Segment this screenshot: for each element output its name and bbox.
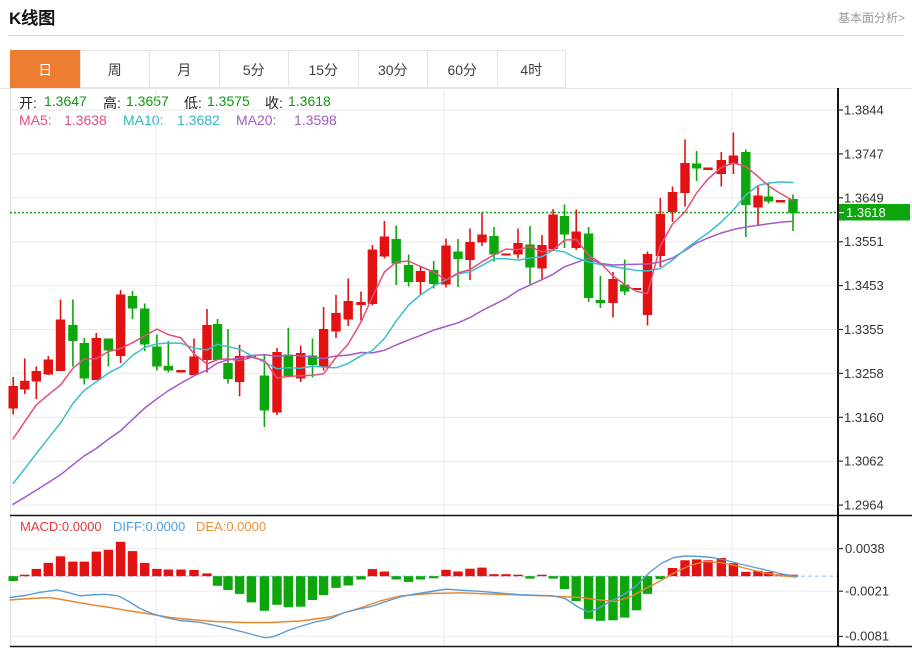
svg-text:DIFF:0.0000: DIFF:0.0000 — [113, 519, 185, 534]
svg-text:1.3551: 1.3551 — [844, 234, 884, 249]
svg-text:1.3453: 1.3453 — [844, 278, 884, 293]
svg-text:1.3649: 1.3649 — [844, 190, 884, 205]
svg-text:1.3747: 1.3747 — [844, 146, 884, 161]
svg-text:1.2964: 1.2964 — [844, 498, 884, 513]
svg-text:1.3258: 1.3258 — [844, 366, 884, 381]
svg-text:DEA:0.0000: DEA:0.0000 — [196, 519, 266, 534]
svg-text:-0.0081: -0.0081 — [845, 629, 889, 644]
svg-text:1.3160: 1.3160 — [844, 410, 884, 425]
svg-text:1.3355: 1.3355 — [844, 322, 884, 337]
svg-text:MACD:0.0000: MACD:0.0000 — [20, 519, 102, 534]
svg-text:1.3618: 1.3618 — [846, 205, 886, 220]
svg-text:1.3062: 1.3062 — [844, 454, 884, 469]
svg-text:1.3844: 1.3844 — [844, 103, 884, 118]
svg-text:0.0038: 0.0038 — [845, 541, 885, 556]
svg-text:-0.0021: -0.0021 — [845, 583, 889, 598]
